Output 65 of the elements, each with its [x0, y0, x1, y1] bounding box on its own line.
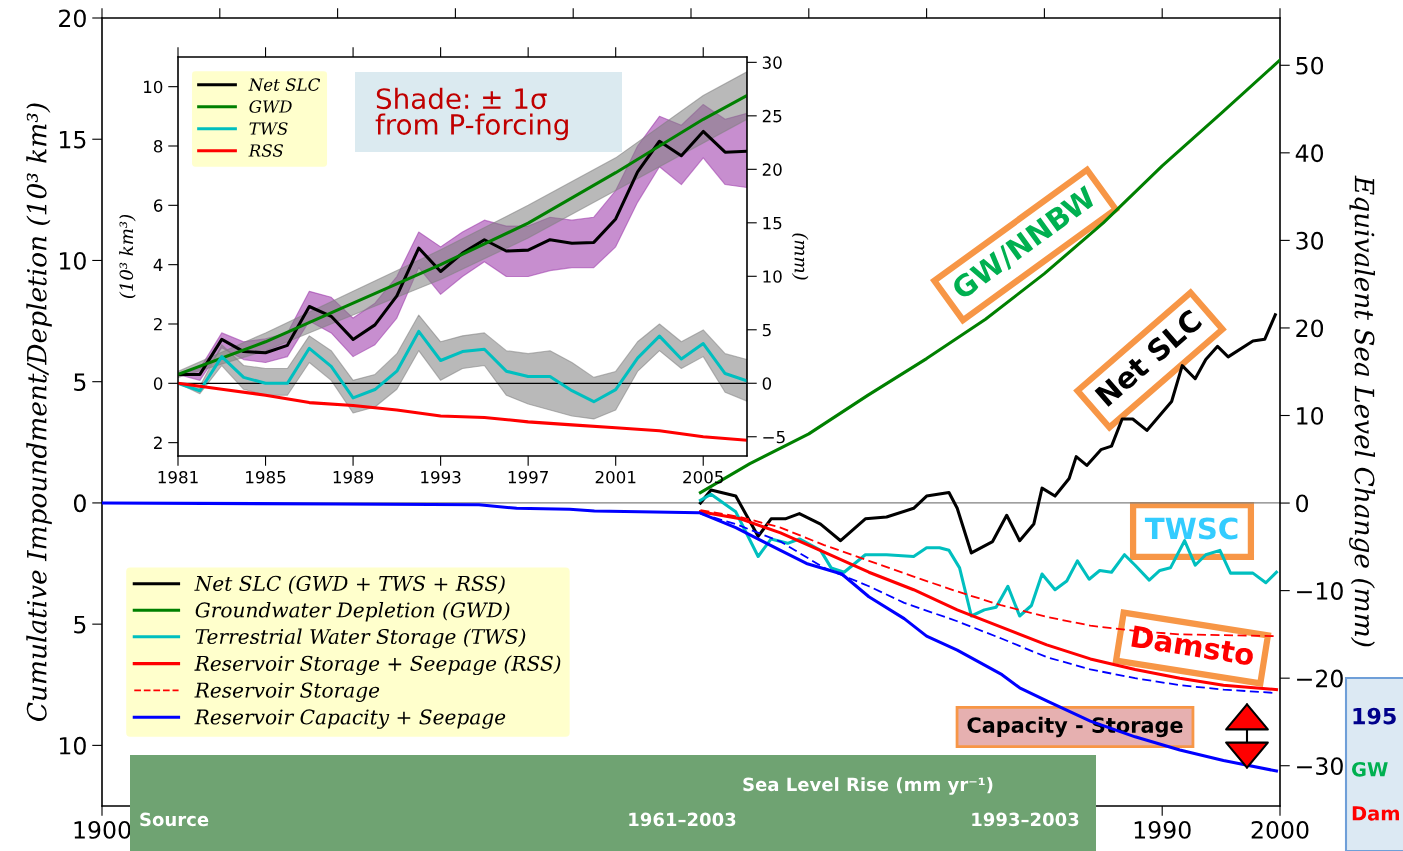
x-tick-label: 1981 — [158, 470, 198, 484]
y2-tick-label: 10 — [763, 270, 782, 283]
y2-tick-label: 30 — [762, 56, 782, 69]
y-tick-label: 15 — [59, 130, 86, 149]
y2-axis-title: Equivalent Sea Level Change (mm) — [1349, 175, 1375, 647]
x-tick-label: 2005 — [683, 470, 723, 484]
y2-tick-label: −5 — [763, 430, 785, 444]
y2-tick-label: 30 — [1296, 231, 1324, 250]
y2-tick-label: 50 — [1296, 56, 1324, 75]
x-tick-label: 1989 — [333, 470, 374, 484]
legend-label: Reservoir Storage + Seepage (RSS) — [194, 655, 561, 676]
y2-tick-label: 5 — [762, 323, 771, 337]
y2-tick-label: −30 — [1297, 757, 1343, 776]
y-tick-label: 5 — [74, 615, 86, 634]
legend-label: Terrestrial Water Storage (TWS) — [195, 628, 526, 649]
legend-label: RSS — [248, 144, 284, 157]
text: 1993–2003 — [972, 812, 1079, 827]
y2-axis-title: (mm) — [791, 233, 809, 280]
y-tick-label: 0 — [153, 377, 163, 390]
x-tick-label: 1993 — [421, 470, 461, 484]
text: 195 — [1353, 707, 1396, 725]
x-tick-label: 1900 — [74, 821, 131, 839]
y-tick-label: 10 — [59, 251, 86, 270]
annotation: Damsto — [1131, 625, 1255, 666]
y2-tick-label: 10 — [1297, 406, 1324, 425]
x-tick-label: 1985 — [246, 470, 286, 484]
y2-tick-label: 20 — [762, 163, 782, 176]
x-tick-label: 2000 — [1251, 821, 1309, 839]
y-axis-title: Cumulative Impoundment/Depletion (10³ km³) — [26, 103, 52, 721]
y2-tick-label: 0 — [762, 377, 772, 390]
legend-label: TWS — [249, 122, 288, 135]
y-tick-label: 10 — [144, 80, 163, 94]
y-tick-label: 4 — [153, 258, 163, 271]
y2-tick-label: −20 — [1297, 669, 1343, 688]
x-tick-label: 2001 — [595, 470, 636, 484]
legend-label: GWD — [249, 100, 292, 113]
y-tick-label: 0 — [73, 494, 86, 513]
annotation: Sea Level Rise (mm yr⁻¹) — [743, 777, 993, 795]
text: 1961–2003 — [629, 812, 736, 827]
y2-tick-label: −10 — [1297, 582, 1343, 600]
x-tick-label: 1997 — [508, 470, 548, 484]
legend-label: Net SLC — [248, 78, 321, 91]
y-tick-label: 10 — [59, 736, 86, 755]
text: Source — [140, 812, 209, 827]
legend-label: Reservoir Capacity + Seepage — [194, 709, 506, 729]
annotation: Shade: ± 1σ from P-forcing — [375, 87, 568, 141]
legend-label: Net SLC (GWD + TWS + RSS) — [194, 575, 505, 594]
y-tick-label: 20 — [59, 9, 86, 28]
y2-tick-label: 15 — [763, 216, 782, 230]
x-tick-label: 1990 — [1134, 821, 1191, 839]
y2-tick-label: 20 — [1296, 319, 1324, 338]
legend-label: Reservoir Storage — [194, 682, 380, 702]
y2-tick-label: 25 — [762, 109, 782, 123]
y2-tick-label: 0 — [1296, 494, 1309, 513]
y-tick-label: 2 — [154, 317, 162, 331]
annotation: TWSC — [1144, 517, 1238, 540]
y-axis-title: (10³ km³) — [119, 214, 136, 299]
y-tick-label: 5 — [74, 373, 86, 391]
legend-label: Groundwater Depletion (GWD) — [195, 601, 510, 622]
y2-tick-label: 40 — [1295, 144, 1324, 163]
y-tick-label: 2 — [154, 436, 162, 449]
text: Dam — [1352, 806, 1399, 821]
y-tick-label: 6 — [153, 199, 163, 212]
y-tick-label: 8 — [153, 139, 163, 153]
text: GW — [1351, 761, 1388, 777]
